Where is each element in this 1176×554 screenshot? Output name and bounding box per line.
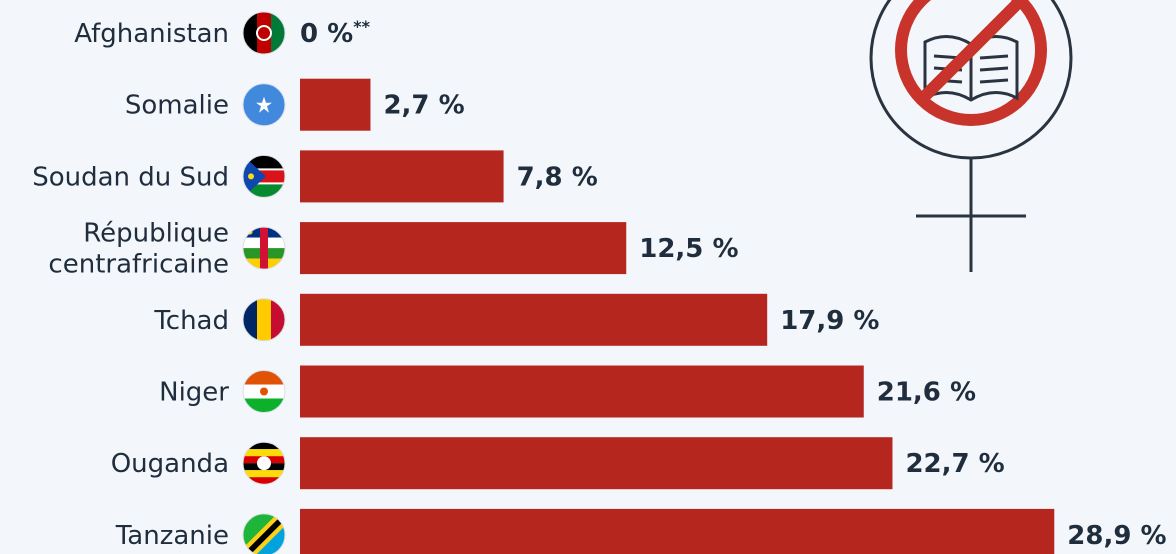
- tanzania-flag-icon: [242, 513, 286, 554]
- bar: [300, 150, 504, 203]
- value-label: 22,7 %: [905, 449, 1004, 479]
- value-label: 7,8 %: [517, 162, 598, 192]
- uganda-flag-icon: [242, 441, 286, 485]
- category-label: Somalie: [125, 91, 229, 121]
- value-label: 12,5 %: [639, 234, 738, 264]
- bar: [300, 365, 864, 418]
- chart-row: Ouganda 22,7 %: [111, 437, 1005, 490]
- chart-row: Afghanistan 0 %**: [74, 11, 371, 55]
- category-label: Tanzanie: [115, 521, 229, 551]
- category-label: Soudan du Sud: [32, 162, 229, 192]
- value-label: 2,7 %: [383, 91, 464, 121]
- value-label: 17,9 %: [780, 306, 879, 336]
- chart-row: Tchad 17,9 %: [153, 293, 879, 346]
- chart-row: Somalie 2,7 %: [125, 78, 465, 131]
- category-label: Tchad: [153, 306, 229, 336]
- chad-flag-icon: [242, 298, 286, 342]
- bar: [300, 508, 1055, 554]
- bar: [300, 437, 893, 490]
- value-label: 0 %**: [300, 17, 371, 49]
- category-label: Niger: [159, 378, 229, 408]
- chart-row: Tanzanie 28,9 %: [115, 508, 1167, 554]
- chart-row: République centrafricaine 12,5 %: [48, 219, 738, 280]
- chart-row: Soudan du Sud 7,8 %: [32, 150, 598, 203]
- category-label: Afghanistan: [74, 19, 229, 49]
- value-label: 28,9 %: [1067, 521, 1166, 551]
- value-label: 21,6 %: [877, 378, 976, 408]
- bar: [300, 293, 768, 346]
- somalia-flag-icon: [242, 83, 286, 127]
- category-label: République centrafricaine: [48, 219, 229, 280]
- bar: [300, 222, 627, 275]
- no-education-for-women-icon: [869, 0, 1073, 272]
- afghanistan-flag-icon: [242, 11, 286, 55]
- central-african-republic-flag-icon: [242, 226, 286, 270]
- chart-row: Niger 21,6 %: [159, 365, 976, 418]
- south-sudan-flag-icon: [242, 154, 286, 198]
- category-label: Ouganda: [111, 449, 229, 479]
- bar: [300, 78, 371, 131]
- niger-flag-icon: [242, 370, 286, 413]
